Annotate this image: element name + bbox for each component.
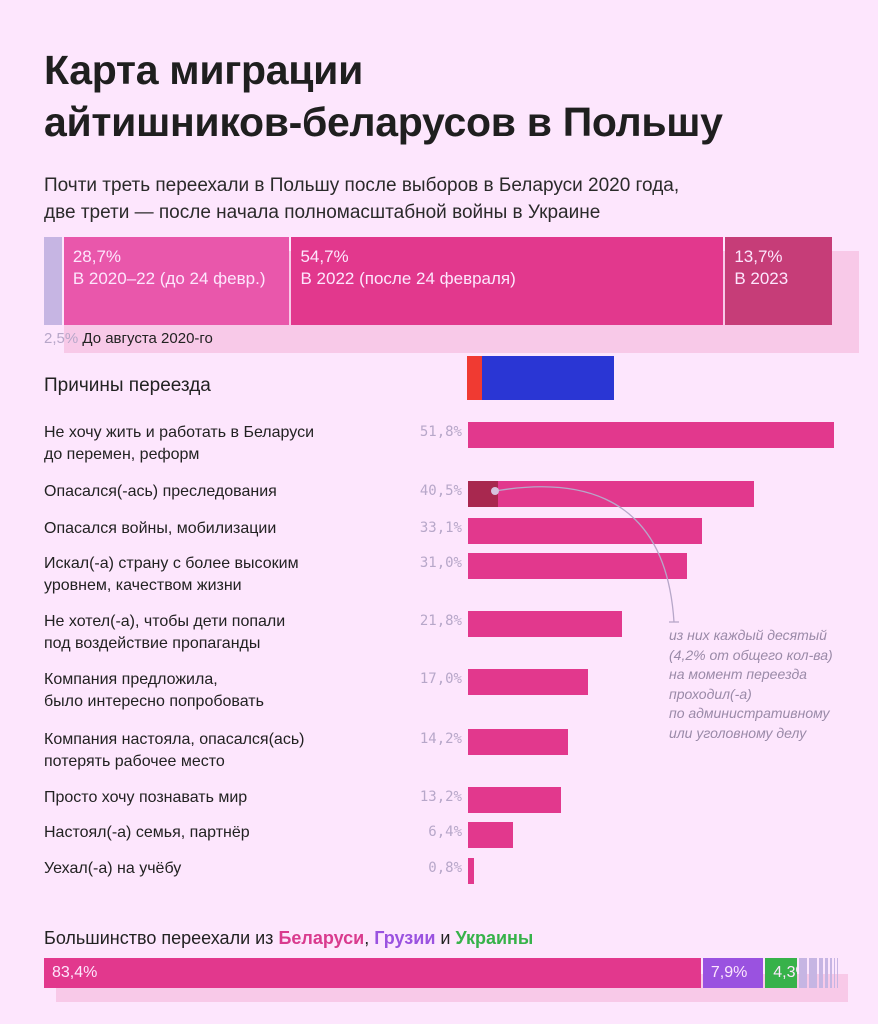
reason-label: Настоял(-а) семья, партнёр xyxy=(44,822,404,844)
reason-label: Компания предложила, было интересно попро… xyxy=(44,669,404,713)
timeline-segment: 54,7% В 2022 (после 24 февраля) xyxy=(291,237,724,325)
conjunction: и xyxy=(435,928,456,948)
countries-segment-other xyxy=(799,958,808,988)
reason-bar xyxy=(468,858,474,884)
reason-bar xyxy=(468,422,834,448)
reason-bar xyxy=(468,787,562,813)
annotation-line: проходил(-а) xyxy=(669,685,752,702)
comma: , xyxy=(364,928,375,948)
reason-bar xyxy=(468,822,514,848)
reason-bar xyxy=(468,553,688,579)
timeline-footnote: 2,5% До августа 2020-го xyxy=(44,330,213,347)
countries-segment-other xyxy=(809,958,818,988)
annotation-line: по административному xyxy=(669,705,830,721)
subtitle-line-2: две трети — после начала полномасштабной… xyxy=(44,202,601,223)
reason-label-line: Опасался(-ась) преследования xyxy=(44,483,277,500)
reason-bar xyxy=(468,481,755,507)
reason-value: 51,8% xyxy=(419,424,462,440)
subtitle: Почти треть переехали в Польшу после выб… xyxy=(44,172,864,226)
reason-label: Опасался войны, мобилизации xyxy=(44,518,404,540)
reason-label: Уехал(-а) на учёбу xyxy=(44,858,404,880)
reason-value: 40,5% xyxy=(419,483,462,499)
annotation-line: (4,2% от общего кол-ва) xyxy=(669,646,833,663)
countries-title: Большинство переехали из Беларуси, Грузи… xyxy=(44,928,533,949)
reason-value: 14,2% xyxy=(419,731,462,747)
annotation-line: из них каждый десятый xyxy=(669,627,827,643)
annotation-line: или уголовному делу xyxy=(669,724,807,741)
reason-label-line: Настоял(-а) семья, партнёр xyxy=(44,824,250,841)
annotation-line: на момент переезда xyxy=(669,666,807,682)
reason-value: 33,1% xyxy=(419,520,462,536)
reason-label-line: Не хотел(-а), чтобы дети попали xyxy=(44,613,286,630)
subtitle-line-1: Почти треть переехали в Польшу после выб… xyxy=(44,175,680,196)
reason-value: 31,0% xyxy=(419,555,462,571)
timeline-segment: 28,7% В 2020–22 (до 24 февр.) xyxy=(63,237,290,325)
reason-label-line: было интересно попробовать xyxy=(44,693,264,710)
countries-segment: 83,4% xyxy=(44,958,701,988)
timeline-segment-value: 28,7% xyxy=(72,247,122,266)
timeline-segment-label: В 2022 (после 24 февраля) xyxy=(300,269,516,288)
reason-bar xyxy=(468,518,702,544)
title-line-1: Карта миграции xyxy=(44,47,363,93)
reason-label-line: потерять рабочее место xyxy=(44,753,225,770)
reason-value: 17,0% xyxy=(419,671,462,687)
label-ukraine: Украины xyxy=(455,928,534,948)
reason-bar xyxy=(468,611,623,637)
reason-label-line: Компания предложила, xyxy=(44,671,218,688)
countries-segment: 4,3% xyxy=(765,958,798,988)
reason-label-line: под воздействие пропаганды xyxy=(44,635,261,652)
timeline-segment-label: В 2023 xyxy=(734,269,789,288)
reason-label-line: Не хочу жить и работать в Беларуси xyxy=(44,424,315,441)
reason-label-line: Просто хочу познавать мир xyxy=(44,789,248,806)
reason-label: Не хочу жить и работать в Беларуси до пер… xyxy=(44,422,404,466)
timeline-segment-label: В 2020–22 (до 24 февр.) xyxy=(72,269,266,288)
reasons-title: Причины переезда xyxy=(44,375,211,396)
label-belarus: Беларуси xyxy=(278,928,365,948)
reason-label-line: до перемен, реформ xyxy=(44,446,200,463)
countries-title-prefix: Большинство переехали из xyxy=(44,928,279,948)
reason-label-line: уровнем, качеством жизни xyxy=(44,577,242,594)
reason-label: Опасался(-ась) преследования xyxy=(44,481,404,503)
timeline-segment-value: 54,7% xyxy=(300,247,349,266)
reason-label-line: Опасался войны, мобилизации xyxy=(44,520,277,537)
reason-bar xyxy=(468,669,589,695)
flag-red-stripe xyxy=(467,356,482,400)
before-aug-pct: 2,5% xyxy=(44,330,79,347)
reason-label-line: Уехал(-а) на учёбу xyxy=(44,860,182,877)
reason-label-line: Компания настояла, опасался(ась) xyxy=(44,731,305,748)
before-aug-label: До августа 2020-го xyxy=(82,330,213,347)
annotation-text: из них каждый десятый (4,2% от общего кол… xyxy=(669,626,878,743)
timeline-segment-value: 13,7% xyxy=(734,247,783,266)
timeline-segment xyxy=(44,237,62,325)
countries-segment-other xyxy=(830,958,833,988)
page-title: Карта миграции айтишников-беларусов в По… xyxy=(44,44,864,148)
countries-segment-other xyxy=(819,958,824,988)
flag-blue-field xyxy=(482,356,614,400)
timeline-segment: 13,7% В 2023 xyxy=(725,237,832,325)
label-georgia: Грузии xyxy=(374,928,436,948)
reason-value: 13,2% xyxy=(419,789,462,805)
reason-value: 6,4% xyxy=(428,824,462,840)
flag-icon xyxy=(467,356,614,400)
title-line-2: айтишников-беларусов в Польшу xyxy=(44,99,723,145)
countries-segment-other xyxy=(837,958,839,988)
reason-label: Не хотел(-а), чтобы дети попали под возде… xyxy=(44,611,404,655)
reason-bar-highlight xyxy=(468,481,498,507)
reason-value: 0,8% xyxy=(428,860,462,876)
reason-label-line: Искал(-а) страну с более высоким xyxy=(44,555,299,572)
reason-label: Искал(-а) страну с более высоким уровнем,… xyxy=(44,553,404,597)
reason-bar xyxy=(468,729,569,755)
countries-segment-other xyxy=(825,958,829,988)
reason-label: Компания настояла, опасался(ась) потерять… xyxy=(44,729,404,773)
countries-segment: 7,9% xyxy=(702,958,764,988)
reason-value: 21,8% xyxy=(419,613,462,629)
countries-segment-other xyxy=(834,958,836,988)
reason-label: Просто хочу познавать мир xyxy=(44,787,404,809)
